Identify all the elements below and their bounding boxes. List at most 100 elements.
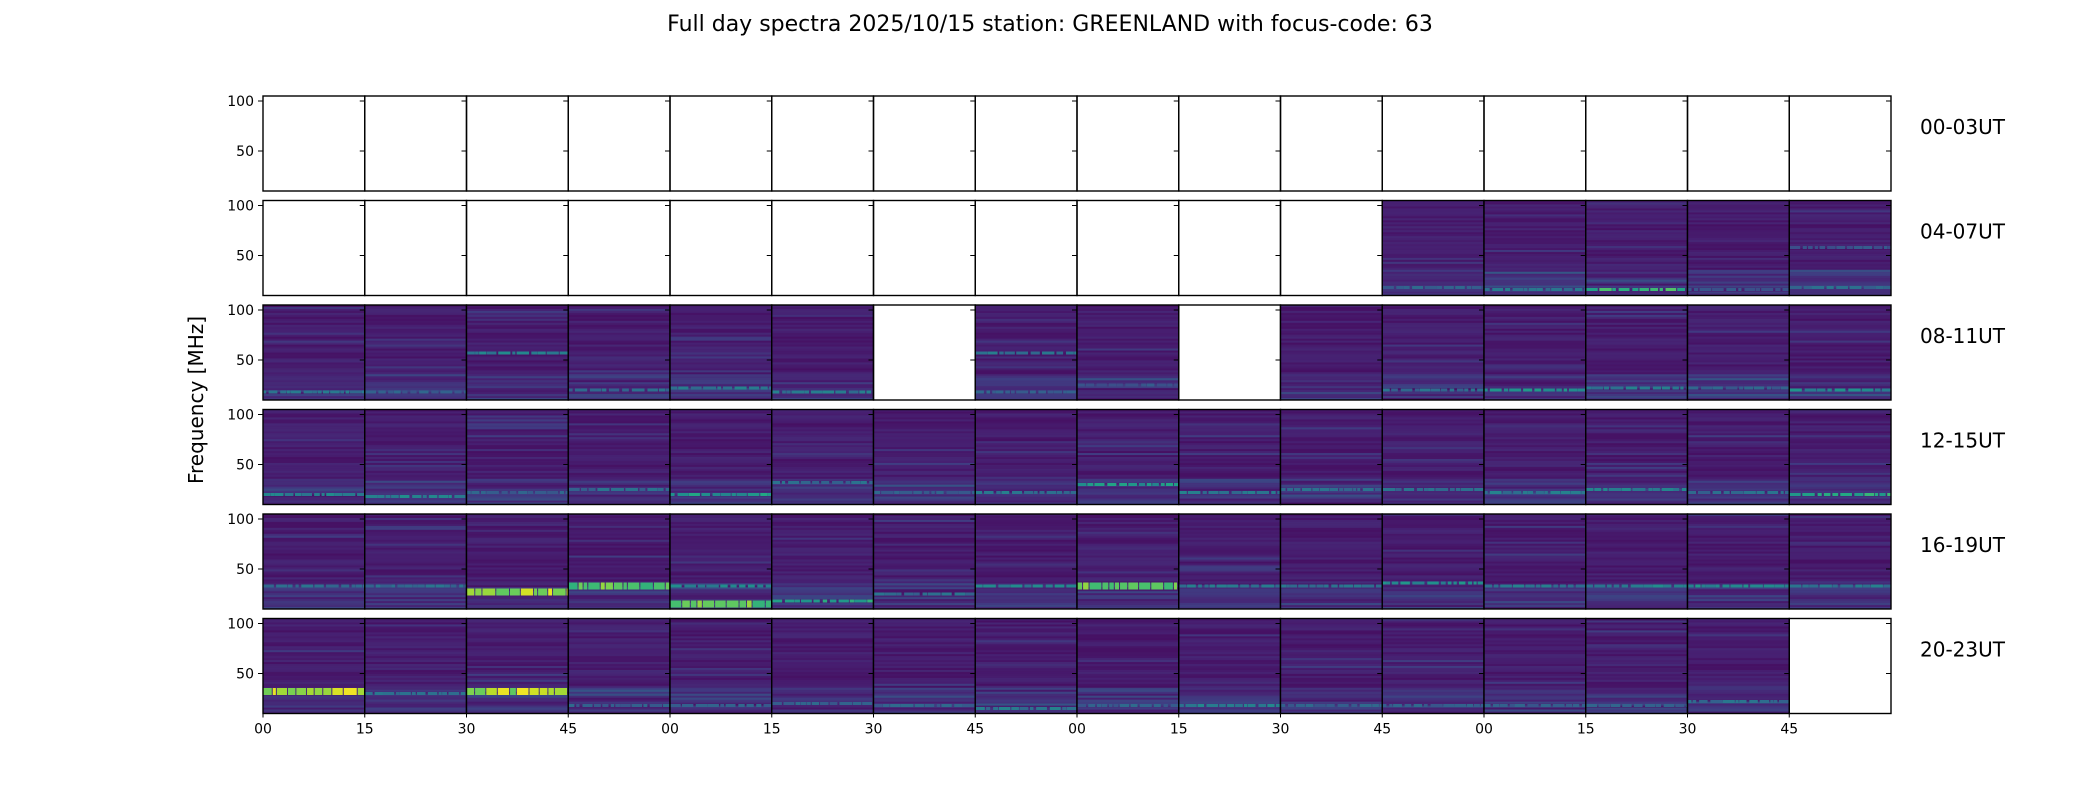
noise-stripe [975, 646, 1077, 649]
noise-stripe [466, 372, 569, 375]
signal-band [726, 600, 739, 608]
noise-stripe [873, 677, 976, 681]
noise-stripe [1484, 666, 1586, 669]
noise-stripe [1178, 664, 1281, 667]
panel [872, 617, 976, 715]
noise-stripe [1382, 654, 1484, 657]
noise-stripe [1484, 519, 1586, 523]
noise-stripe [364, 394, 467, 397]
noise-stripe [1178, 587, 1281, 590]
panel [974, 304, 1078, 401]
signal-band [1492, 288, 1504, 291]
noise-stripe [1789, 500, 1891, 503]
noise-stripe [1687, 669, 1790, 673]
noise-stripe [1280, 648, 1383, 651]
noise-stripe [364, 374, 467, 377]
noise-stripe [873, 597, 976, 600]
noise-stripe [568, 362, 670, 365]
noise-stripe [1687, 320, 1790, 324]
panel [1585, 304, 1689, 401]
noise-stripe [975, 687, 1077, 691]
signal-band [296, 688, 306, 695]
noise-stripe [1585, 662, 1688, 665]
noise-stripe [1585, 543, 1688, 546]
noise-stripe [1280, 372, 1383, 375]
noise-stripe [1484, 427, 1586, 430]
signal-band [303, 390, 313, 394]
noise-stripe [1585, 275, 1688, 278]
noise-stripe [1585, 650, 1688, 653]
noise-stripe [1687, 660, 1790, 663]
noise-stripe [873, 640, 976, 643]
noise-stripe [1484, 675, 1586, 679]
noise-stripe [568, 707, 670, 710]
noise-stripe [1687, 384, 1790, 387]
noise-stripe [364, 458, 467, 462]
noise-stripe [364, 597, 467, 600]
noise-stripe [670, 662, 772, 665]
noise-stripe [670, 642, 772, 645]
noise-stripe [1382, 214, 1484, 217]
noise-stripe [771, 705, 874, 708]
spectrogram [568, 618, 670, 714]
noise-stripe [1789, 310, 1891, 314]
noise-stripe [1280, 316, 1383, 320]
noise-stripe [1178, 656, 1281, 659]
noise-stripe [975, 314, 1077, 318]
noise-stripe [263, 541, 365, 544]
noise-stripe [670, 305, 772, 308]
noise-stripe [771, 673, 874, 677]
signal-band [1468, 581, 1473, 585]
noise-stripe [568, 662, 670, 665]
noise-stripe [1585, 421, 1688, 424]
noise-stripe [466, 642, 569, 645]
signal-band [1755, 288, 1761, 291]
noise-stripe [1585, 352, 1688, 355]
signal-band [1227, 584, 1239, 588]
noise-stripe [1789, 342, 1891, 345]
panel [1076, 199, 1180, 297]
noise-stripe [670, 517, 772, 521]
signal-band [486, 491, 499, 494]
signal-band [1042, 351, 1055, 355]
noise-stripe [670, 421, 772, 424]
noise-stripe [1280, 595, 1383, 598]
noise-stripe [364, 427, 467, 430]
noise-stripe [1789, 579, 1891, 582]
noise-stripe [466, 527, 569, 531]
noise-stripe [873, 555, 976, 558]
noise-stripe [771, 644, 874, 647]
noise-stripe [263, 376, 365, 379]
signal-band [1577, 388, 1586, 392]
noise-stripe [466, 449, 569, 452]
panel-frame [1279, 199, 1383, 297]
signal-band [1280, 704, 1286, 707]
noise-stripe [1178, 539, 1281, 543]
noise-stripe [1280, 431, 1383, 434]
noise-stripe [1280, 451, 1383, 454]
noise-stripe [1789, 464, 1891, 468]
signal-band [355, 584, 363, 588]
spectrogram [466, 409, 569, 505]
panel [771, 408, 875, 506]
panel [669, 617, 773, 715]
noise-stripe [975, 569, 1077, 572]
signal-band [1625, 386, 1638, 390]
noise-stripe [1687, 547, 1790, 550]
noise-stripe [364, 498, 467, 501]
signal-band [1160, 483, 1165, 486]
spectrogram [568, 409, 670, 505]
noise-stripe [1178, 589, 1281, 592]
noise-stripe [1484, 277, 1586, 280]
noise-stripe [263, 310, 365, 314]
noise-stripe [1484, 238, 1586, 241]
noise-stripe [1280, 642, 1383, 645]
row-label: 00-03UT [1920, 115, 2006, 139]
noise-stripe [364, 515, 467, 519]
noise-stripe [670, 687, 772, 691]
noise-stripe [1280, 366, 1383, 369]
noise-stripe [1382, 342, 1484, 345]
noise-stripe [1585, 281, 1688, 284]
signal-band [1141, 383, 1147, 387]
noise-stripe [975, 305, 1077, 308]
